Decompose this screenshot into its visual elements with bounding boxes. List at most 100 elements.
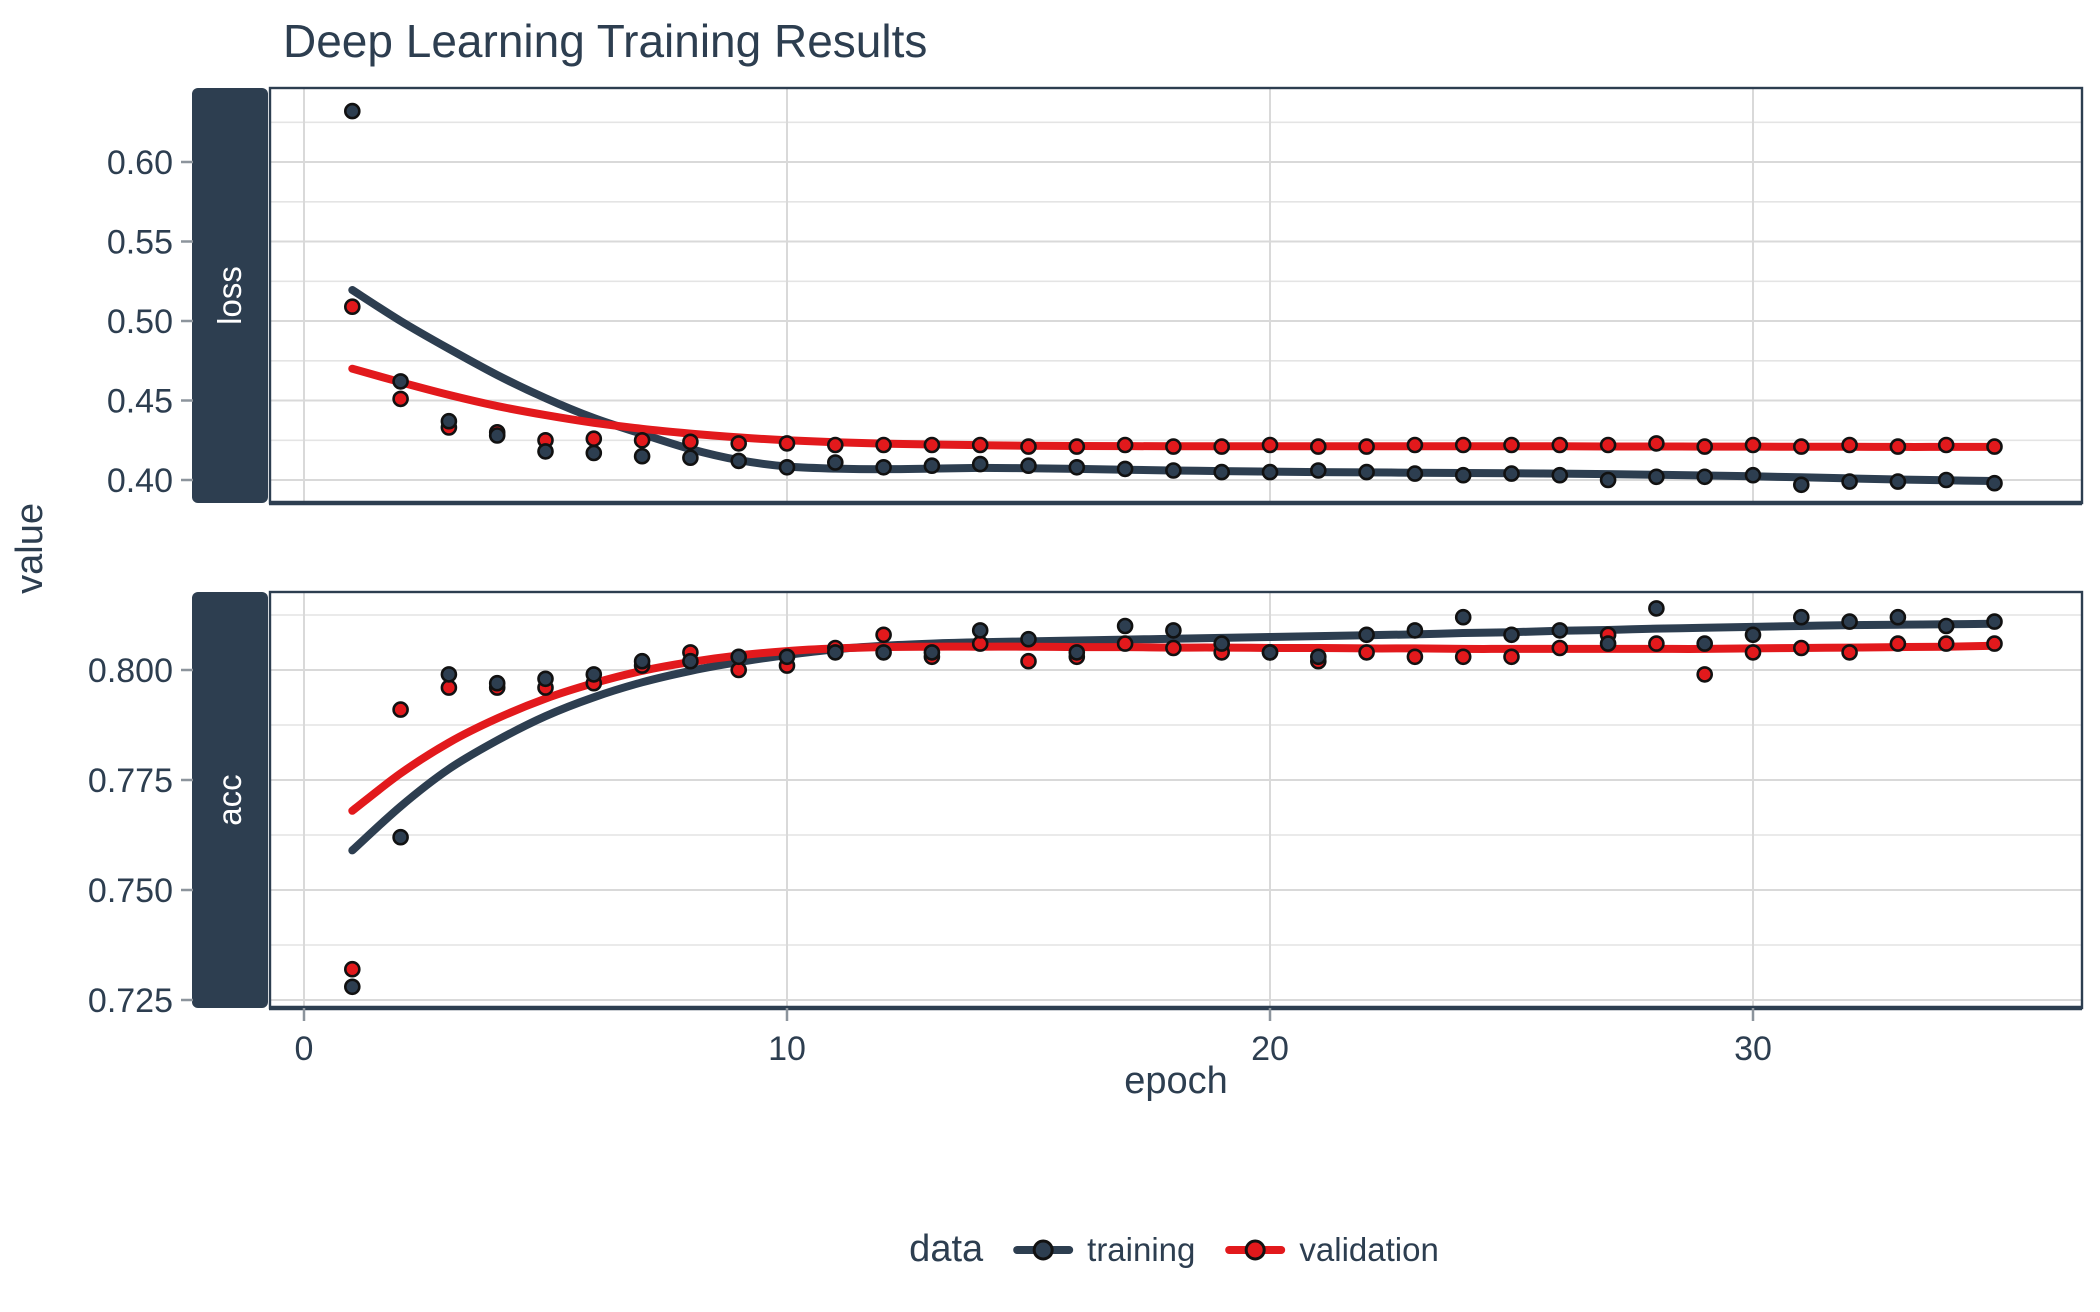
point-training — [1648, 468, 1665, 486]
point-validation — [1937, 436, 1955, 454]
point-validation — [343, 298, 361, 316]
validation-key-icon — [1225, 1237, 1286, 1263]
point-training — [1841, 613, 1858, 630]
point-training — [1696, 635, 1713, 652]
point-training — [1793, 476, 1810, 494]
point-validation — [1889, 438, 1907, 455]
point-training — [826, 454, 844, 471]
point-validation — [1551, 639, 1569, 657]
legend-label-training: training — [1087, 1230, 1196, 1268]
point-validation — [1793, 438, 1810, 455]
point-training — [1454, 608, 1472, 626]
point-training — [826, 644, 844, 661]
legend-item-training: training — [1013, 1231, 1195, 1269]
point-training — [1358, 626, 1375, 644]
point-training — [1744, 466, 1762, 484]
point-validation — [1310, 438, 1327, 455]
training-key-icon — [1013, 1237, 1074, 1263]
point-training — [537, 443, 554, 460]
point-validation — [1744, 644, 1762, 661]
facet-strip — [192, 88, 268, 503]
point-training — [1213, 463, 1230, 481]
point-training — [1503, 626, 1520, 644]
point-training — [343, 102, 361, 120]
point-validation — [1213, 438, 1230, 455]
x-axis-title: epoch — [1124, 1060, 1228, 1102]
point-validation — [1841, 436, 1858, 454]
point-validation — [1648, 635, 1665, 652]
point-training — [1068, 458, 1086, 476]
x-tick-label: 10 — [768, 1030, 806, 1068]
point-validation — [1889, 635, 1907, 652]
point-validation — [1406, 648, 1424, 666]
facet-acc: acc 0.725 0.750 0.775 0.800 — [88, 590, 2084, 1020]
point-training — [1937, 617, 1955, 635]
y-tick-label: 0.60 — [107, 144, 173, 182]
smooth-line-training — [348, 619, 1999, 855]
facet-strip-label: loss — [211, 266, 248, 325]
point-training — [392, 373, 409, 390]
legend-title: data — [909, 1228, 984, 1270]
facet-strip-label: acc — [211, 774, 248, 825]
point-validation — [1696, 666, 1713, 683]
y-tick-label: 0.800 — [88, 652, 173, 690]
point-training — [1841, 473, 1858, 490]
y-tick-label: 0.45 — [107, 383, 173, 421]
point-training — [537, 670, 554, 688]
chart-title: Deep Learning Training Results — [283, 15, 928, 67]
point-validation — [1503, 436, 1520, 454]
point-training — [1406, 622, 1424, 639]
point-validation — [778, 435, 796, 452]
point-validation — [1358, 438, 1375, 455]
y-tick-label: 0.50 — [107, 303, 173, 341]
x-tick-label: 30 — [1734, 1030, 1772, 1068]
point-training — [778, 648, 796, 666]
point-training — [1889, 608, 1907, 626]
point-training — [923, 457, 941, 475]
point-validation — [343, 960, 361, 978]
point-validation — [392, 390, 409, 408]
point-training — [1116, 617, 1134, 635]
y-tick-label: 0.55 — [107, 224, 173, 262]
point-validation — [730, 435, 748, 452]
point-validation — [392, 701, 409, 718]
point-validation — [585, 430, 603, 448]
point-training — [1310, 648, 1327, 666]
point-training — [1696, 468, 1713, 486]
point-training — [1068, 644, 1086, 661]
point-training — [1503, 465, 1520, 482]
point-validation — [1986, 635, 2003, 652]
point-validation — [923, 436, 941, 454]
facet-loss: loss 0.40 0.45 0.50 0.55 0.60 — [107, 86, 2084, 506]
point-validation — [1648, 435, 1665, 452]
point-training — [1020, 630, 1037, 648]
point-training — [1986, 474, 2003, 492]
point-training — [440, 666, 458, 683]
point-validation — [875, 436, 892, 454]
point-training — [1358, 463, 1375, 481]
point-validation — [1406, 436, 1424, 454]
point-validation — [1599, 436, 1617, 454]
point-validation — [1020, 438, 1037, 455]
point-validation — [1454, 436, 1472, 454]
point-validation — [1068, 438, 1086, 455]
point-validation — [875, 626, 892, 644]
point-training — [488, 427, 506, 444]
point-validation — [1503, 648, 1520, 666]
point-training — [1793, 608, 1810, 626]
point-validation — [1841, 644, 1858, 661]
point-validation — [971, 436, 989, 454]
legend-label-validation: validation — [1299, 1230, 1439, 1268]
point-training — [730, 648, 748, 666]
point-validation — [1020, 652, 1037, 670]
legend: data training validation — [909, 1228, 1439, 1271]
point-training — [1599, 471, 1617, 489]
point-training — [1937, 471, 1955, 489]
x-tick-label: 0 — [295, 1030, 314, 1068]
point-validation — [1696, 438, 1713, 455]
y-tick-label: 0.775 — [88, 762, 173, 800]
point-validation — [1986, 438, 2003, 455]
point-validation — [682, 433, 699, 451]
point-training — [971, 455, 989, 473]
